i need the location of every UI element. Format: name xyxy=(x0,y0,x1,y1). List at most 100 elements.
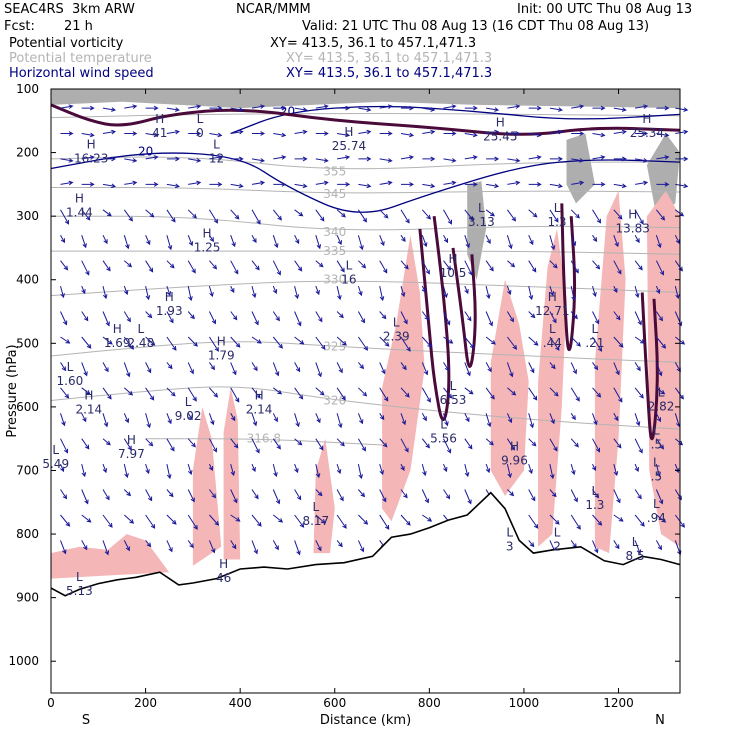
wind-vector xyxy=(145,155,159,160)
wind-vector xyxy=(315,180,329,186)
wind-vector xyxy=(464,132,478,138)
x-tick-label: 0 xyxy=(47,696,55,710)
wind-vector xyxy=(528,260,537,273)
wind-vector xyxy=(124,158,138,163)
wind-vector xyxy=(485,311,493,327)
wind-vector xyxy=(187,209,197,219)
wind-vector xyxy=(592,311,600,325)
wind-vector xyxy=(60,209,70,225)
extremum-marker: L xyxy=(592,322,599,336)
wind-vector xyxy=(613,156,627,162)
extremum-value: 9.02 xyxy=(175,409,202,423)
extremum-marker: H xyxy=(628,208,637,222)
wind-vector xyxy=(188,131,202,136)
wind-vector xyxy=(81,387,91,395)
theta-contour-label: 340 xyxy=(323,225,346,239)
wind-vector xyxy=(230,209,240,220)
wind-vector xyxy=(166,413,172,425)
wind-vector xyxy=(81,336,92,349)
wind-vector xyxy=(464,463,470,478)
wind-vector xyxy=(60,285,65,299)
wind-vector xyxy=(60,413,66,427)
extremum-marker: H xyxy=(255,389,264,403)
wind-vector xyxy=(102,336,113,345)
extremum-value: 13.83 xyxy=(616,222,650,236)
wind-vector xyxy=(208,540,216,554)
wind-vector xyxy=(443,336,454,344)
wind-vector xyxy=(400,260,409,270)
theta-contour xyxy=(145,438,383,446)
wind-vector xyxy=(230,540,237,550)
wind-vector xyxy=(421,362,429,376)
wind-vector xyxy=(208,362,215,371)
y-tick-label: 200 xyxy=(16,146,39,160)
extremum-marker: L xyxy=(312,500,319,514)
wind-vector xyxy=(145,413,151,429)
wind-vector xyxy=(400,285,406,298)
wind-vector xyxy=(656,182,670,187)
extremum-marker: L xyxy=(653,424,660,438)
wind-vector xyxy=(613,489,621,504)
extremum-marker: L xyxy=(393,316,400,330)
wind-vector xyxy=(187,413,193,421)
wind-vector xyxy=(273,387,283,395)
wind-vector xyxy=(635,180,649,186)
wind-vector xyxy=(315,463,321,479)
y-tick-label: 1000 xyxy=(8,654,39,668)
wind-vector xyxy=(230,514,241,522)
wind-vector xyxy=(209,260,218,270)
extremum-marker: H xyxy=(165,290,174,304)
wind-vector xyxy=(294,514,305,528)
wind-vector xyxy=(145,438,154,447)
wind-vector xyxy=(166,156,180,162)
wind-vector xyxy=(379,438,388,448)
wind-vector xyxy=(166,514,177,525)
wind-vector xyxy=(336,387,346,401)
wind-vector xyxy=(549,514,560,525)
wind-vector xyxy=(485,209,495,217)
wind-vector xyxy=(251,438,260,454)
wind-vector xyxy=(252,131,266,136)
extremum-marker: L xyxy=(653,455,660,469)
wind-vector xyxy=(379,285,385,302)
wind-vector xyxy=(272,438,281,450)
wind-vector xyxy=(591,463,597,472)
wind-vector xyxy=(294,438,303,446)
wind-vector xyxy=(208,209,218,224)
wind-vector xyxy=(209,132,223,138)
wind-vector xyxy=(336,336,347,346)
wind-vector xyxy=(592,362,599,371)
wind-vector xyxy=(208,463,214,472)
wind-vector xyxy=(421,438,430,449)
wind-vector xyxy=(613,183,627,189)
wind-vector xyxy=(251,387,261,399)
wind-vector xyxy=(336,438,345,447)
theta-contour-layer: 355 345 340 335 330 325 320 316.8 xyxy=(50,113,681,446)
extremum-value: 16 xyxy=(341,272,356,286)
wind-vector xyxy=(379,209,389,219)
wind-vector xyxy=(486,129,500,135)
wind-vector xyxy=(60,234,66,244)
x-tick-label: 1000 xyxy=(509,696,540,710)
wind-vector xyxy=(549,129,563,135)
wind-vector xyxy=(400,311,408,325)
wind-vector xyxy=(272,260,281,276)
wind-vector xyxy=(464,182,478,187)
wind-vector xyxy=(315,489,323,497)
cloud-shading-region xyxy=(51,89,680,109)
wind-vector xyxy=(209,105,223,111)
wind-vector xyxy=(506,285,512,296)
wind-vector xyxy=(400,155,415,160)
wind-vector xyxy=(81,362,88,377)
x-tick-label: 600 xyxy=(323,696,346,710)
wind-vector xyxy=(592,387,602,398)
wind-vector xyxy=(336,260,345,273)
wind-vector xyxy=(337,132,351,138)
wind-vector xyxy=(570,413,576,421)
wind-vector xyxy=(294,540,301,556)
wind-vector xyxy=(166,260,175,269)
wind-vector xyxy=(123,336,134,350)
pink-shading-region xyxy=(192,406,222,566)
cloud-shading-region xyxy=(566,133,595,204)
forecast-label: Fcst: xyxy=(4,19,35,34)
